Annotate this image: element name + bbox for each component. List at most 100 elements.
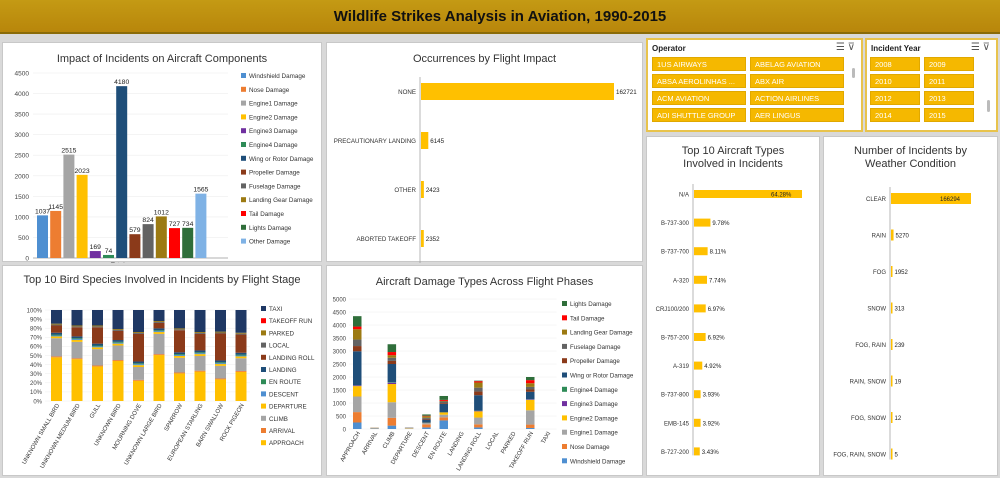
data-label: 8.11%	[710, 250, 727, 256]
legend-label: Wing or Rotor Damage	[570, 373, 634, 380]
bar-segment	[174, 352, 185, 355]
slicer-item[interactable]: 2012	[870, 91, 920, 105]
multi-select-icon[interactable]: ☰	[835, 42, 845, 53]
data-label: 1145	[48, 204, 63, 211]
legend-label: Engine2 Damage	[570, 415, 618, 422]
year-scrollbar[interactable]	[987, 100, 990, 112]
legend-label: Lights Damage	[249, 225, 292, 232]
legend-swatch	[261, 342, 266, 348]
bar-segment	[474, 387, 483, 392]
legend-swatch	[261, 367, 266, 372]
legend-label: Nose Damage	[570, 444, 610, 451]
bar-segment	[51, 332, 62, 335]
multi-select-icon[interactable]: ☰	[970, 42, 980, 53]
category-label: N/A	[679, 193, 689, 199]
bar-segment	[71, 310, 83, 326]
bar	[891, 339, 893, 350]
x-tick-label: PARKED	[500, 430, 518, 455]
legend-swatch	[562, 458, 567, 464]
bar-segment	[526, 427, 535, 429]
slicer-item[interactable]: 2013	[924, 91, 974, 105]
legend-label: CLIMB	[269, 416, 288, 423]
data-label: 19	[895, 380, 902, 386]
slicer-item[interactable]: 2008	[870, 57, 920, 71]
bar-segment	[71, 326, 83, 328]
slicer-item[interactable]: 2009	[924, 57, 974, 71]
legend-swatch	[241, 114, 246, 120]
legend-label: Tail Damage	[249, 211, 284, 218]
slicer-item[interactable]: 2014	[870, 108, 920, 122]
legend-swatch	[241, 155, 246, 161]
legend-swatch	[562, 429, 567, 435]
y-tick-label: 4500	[15, 71, 30, 78]
dashboard-header: Wildlife Strikes Analysis in Aviation, 1…	[0, 0, 1000, 34]
bar-segment	[71, 358, 83, 360]
legend-label: LOCAL	[269, 343, 290, 350]
x-tick-label: GULL	[89, 402, 102, 419]
slicer-item[interactable]: ABELAG AVIATION	[750, 57, 844, 71]
bar	[421, 181, 424, 198]
slicer-item[interactable]: ABSA AEROLINHAS ...	[652, 74, 746, 88]
filter-clear-icon[interactable]: ⊽	[847, 42, 855, 53]
slicer-item[interactable]: 1US AIRWAYS	[652, 57, 746, 71]
x-tick-label: LANDING	[447, 431, 466, 457]
bar-segment	[51, 338, 62, 357]
bar-segment	[353, 351, 362, 386]
operator-scrollbar[interactable]	[852, 68, 855, 78]
slicer-item[interactable]: ABX AIR	[750, 74, 844, 88]
legend-label: Windshield Damage	[570, 458, 626, 465]
data-label: 727	[169, 221, 181, 228]
bar-segment	[92, 325, 103, 327]
slicer-item[interactable]: ACTION AIRLINES	[750, 91, 844, 105]
slicer-item[interactable]: 2011	[924, 74, 974, 88]
filter-clear-icon[interactable]: ⊽	[982, 42, 990, 53]
data-label: 6.92%	[708, 336, 726, 342]
bar-segment	[215, 378, 226, 380]
slicer-item[interactable]: ACM AVIATION	[652, 91, 746, 105]
bar	[694, 304, 706, 313]
bar-segment	[194, 371, 206, 401]
bar-segment	[235, 355, 247, 357]
x-tick-label: UNKNOWN SMALL BIRD	[22, 402, 62, 465]
data-label: 3.43%	[702, 450, 720, 456]
legend-swatch	[562, 401, 567, 407]
slicer-item[interactable]: ADI SHUTTLE GROUP	[652, 108, 746, 122]
legend-swatch	[261, 354, 266, 360]
slicer-item[interactable]: 2010	[870, 74, 920, 88]
bar-segment	[133, 379, 144, 381]
bar-segment	[51, 336, 62, 339]
bar-segment	[439, 400, 448, 402]
bar-segment	[194, 370, 206, 372]
data-label: 2352	[426, 236, 440, 243]
bar-segment	[526, 389, 535, 392]
x-tick-label: APPROACH	[340, 431, 362, 463]
bar	[891, 266, 893, 277]
bar-segment	[353, 396, 362, 413]
data-label: 5	[895, 453, 899, 459]
bar-segment	[51, 325, 62, 333]
bar-segment	[235, 333, 247, 335]
bar-segment	[92, 327, 103, 344]
x-tick-label: DESCENT	[412, 431, 432, 459]
operator-slicer-title: Operator	[652, 44, 686, 53]
legend-swatch	[562, 372, 567, 378]
category-label: B-727-200	[661, 450, 690, 456]
bar-segment	[51, 310, 62, 324]
x-tick-label: CLIMB	[382, 431, 396, 450]
slicer-item[interactable]: 2015	[924, 108, 974, 122]
bar-segment	[235, 352, 247, 355]
bar-segment	[422, 423, 431, 425]
bar-segment	[174, 357, 185, 373]
bar-segment	[387, 352, 397, 356]
y-tick-label: 1000	[333, 401, 347, 407]
bar-segment	[387, 402, 397, 418]
chart-title: Aircraft Damage Types Across Flight Phas…	[375, 276, 594, 288]
components-chart-panel: Impact of Incidents on Aircraft Componen…	[2, 42, 322, 263]
bar-segment	[92, 345, 103, 347]
bar-segment	[112, 343, 124, 346]
y-tick-label: 60%	[30, 345, 43, 351]
slicer-item[interactable]: AER LINGUS	[750, 108, 844, 122]
bar-segment	[387, 344, 397, 353]
legend-swatch	[261, 330, 266, 336]
bar-segment	[353, 316, 362, 327]
